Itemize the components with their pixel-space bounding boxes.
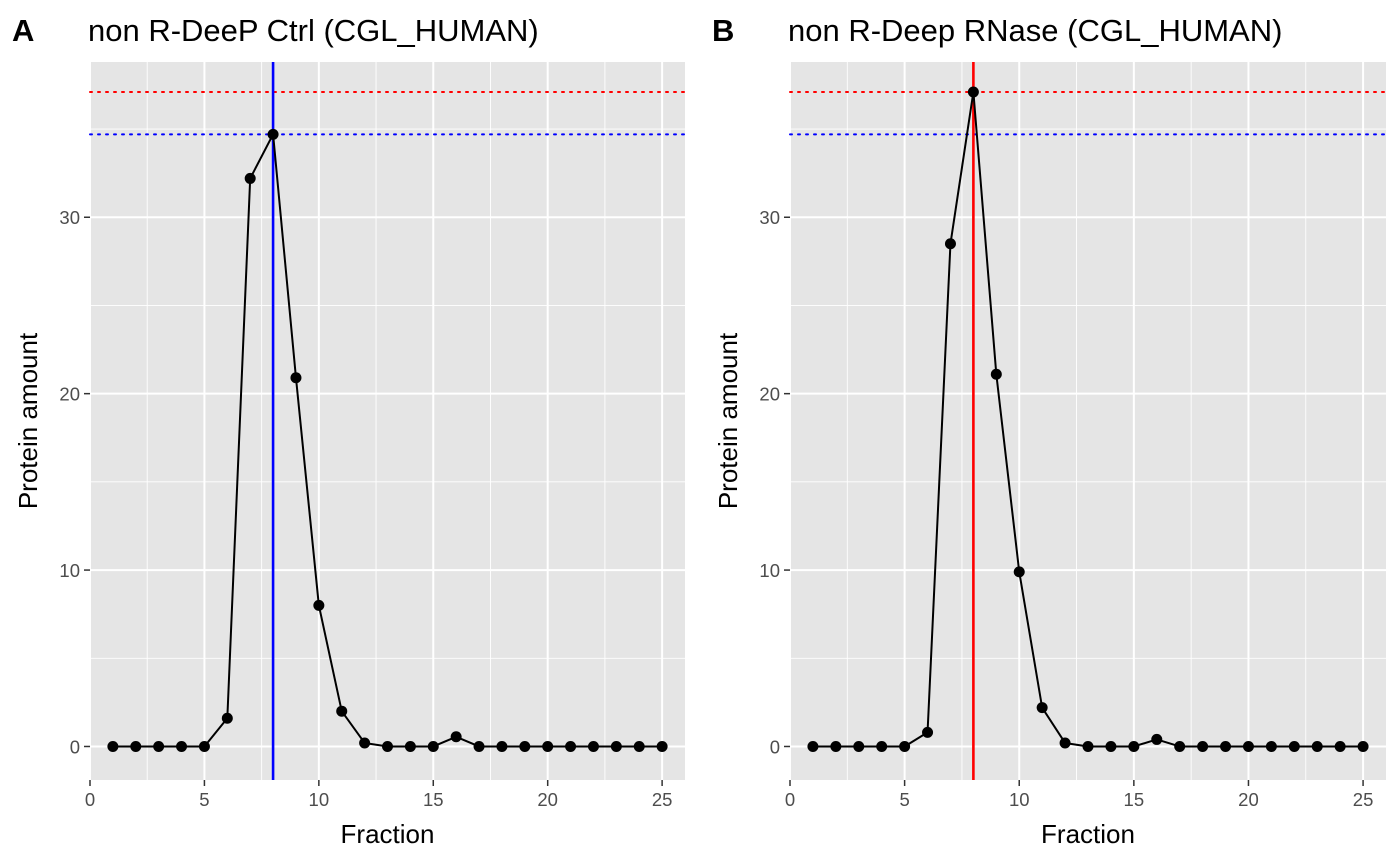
data-point xyxy=(830,740,842,752)
data-point xyxy=(1013,566,1025,578)
y-axis-title: Protein amount xyxy=(713,332,743,509)
x-tick-label: 5 xyxy=(199,789,209,810)
panel-b: B non R-Deep RNase (CGL_HUMAN) 0 5 10 15 20 2… xyxy=(712,13,1387,849)
data-point xyxy=(107,740,119,752)
data-point xyxy=(198,740,210,752)
y-tick-label: 20 xyxy=(759,384,780,405)
x-axis-title: Fraction xyxy=(1041,819,1135,849)
data-point xyxy=(990,368,1002,380)
y-tick-label: 10 xyxy=(59,560,80,581)
data-point xyxy=(1220,740,1232,752)
data-point xyxy=(519,740,531,752)
x-tick-label: 15 xyxy=(423,789,444,810)
data-point xyxy=(176,740,188,752)
x-tick-label: 0 xyxy=(785,789,795,810)
data-point xyxy=(944,238,956,250)
x-tick-label: 20 xyxy=(1238,789,1259,810)
data-point xyxy=(153,740,165,752)
data-point xyxy=(876,740,888,752)
axes: 0 5 10 15 20 25 0 10 20 30 xyxy=(759,207,1373,810)
panel-tag: B xyxy=(712,13,734,48)
data-point xyxy=(313,599,325,611)
data-series xyxy=(107,128,668,752)
plot-background xyxy=(790,62,1386,780)
x-tick-label: 20 xyxy=(537,789,558,810)
data-point xyxy=(496,740,508,752)
data-point xyxy=(1242,740,1254,752)
data-point xyxy=(450,731,462,743)
data-point xyxy=(267,128,279,140)
reference-lines xyxy=(89,62,686,780)
data-point xyxy=(967,86,979,98)
x-tick-label: 10 xyxy=(309,789,330,810)
data-point xyxy=(382,740,393,752)
grid-lines xyxy=(789,62,1386,780)
y-axis-title: Protein amount xyxy=(13,332,43,509)
panel-title: non R-DeeP Ctrl (CGL_HUMAN) xyxy=(88,13,539,48)
data-point xyxy=(473,740,485,752)
axes: 0 5 10 15 20 25 0 10 20 30 xyxy=(59,207,672,810)
grid-lines xyxy=(89,62,685,780)
data-point xyxy=(221,712,233,724)
data-point xyxy=(633,740,645,752)
data-point xyxy=(1334,740,1346,752)
panel-title: non R-Deep RNase (CGL_HUMAN) xyxy=(788,13,1282,48)
data-point xyxy=(587,740,599,752)
y-tick-label: 30 xyxy=(759,207,780,228)
data-point xyxy=(1265,740,1277,752)
data-point xyxy=(359,737,371,749)
y-tick-label: 10 xyxy=(759,560,780,581)
data-point xyxy=(807,740,819,752)
x-tick-label: 10 xyxy=(1009,789,1030,810)
x-tick-label: 5 xyxy=(899,789,909,810)
x-tick-label: 15 xyxy=(1124,789,1145,810)
data-point xyxy=(1036,702,1048,714)
data-point xyxy=(922,726,934,738)
data-series xyxy=(807,86,1369,752)
data-point xyxy=(427,740,439,752)
y-tick-label: 20 xyxy=(59,384,80,405)
plot-background xyxy=(90,62,685,780)
y-tick-label: 0 xyxy=(70,736,80,757)
panel-a: A non R-DeeP Ctrl (CGL_HUMAN) 0 5 10 15 20 25… xyxy=(12,13,686,849)
data-point xyxy=(565,740,577,752)
data-point xyxy=(656,740,668,752)
data-point xyxy=(1357,740,1369,752)
x-tick-label: 25 xyxy=(1353,789,1374,810)
data-point xyxy=(1151,733,1163,745)
y-tick-label: 0 xyxy=(770,736,780,757)
data-point xyxy=(1082,740,1094,752)
data-point xyxy=(336,705,348,717)
data-point xyxy=(542,740,554,752)
data-point xyxy=(610,740,622,752)
data-point xyxy=(404,740,416,752)
panel-tag: A xyxy=(12,13,34,48)
data-point xyxy=(1059,737,1071,749)
x-tick-label: 25 xyxy=(652,789,673,810)
reference-lines xyxy=(789,62,1387,780)
data-point xyxy=(853,740,865,752)
data-point xyxy=(1197,740,1209,752)
data-point xyxy=(1174,740,1186,752)
data-point xyxy=(1105,740,1117,752)
data-point xyxy=(899,740,911,752)
y-tick-label: 30 xyxy=(59,207,80,228)
data-point xyxy=(130,740,142,752)
x-tick-label: 0 xyxy=(85,789,95,810)
data-point xyxy=(1128,740,1140,752)
data-point xyxy=(1288,740,1300,752)
data-point xyxy=(290,372,302,384)
x-axis-title: Fraction xyxy=(341,819,435,849)
data-point xyxy=(244,172,256,184)
data-point xyxy=(1311,740,1323,752)
